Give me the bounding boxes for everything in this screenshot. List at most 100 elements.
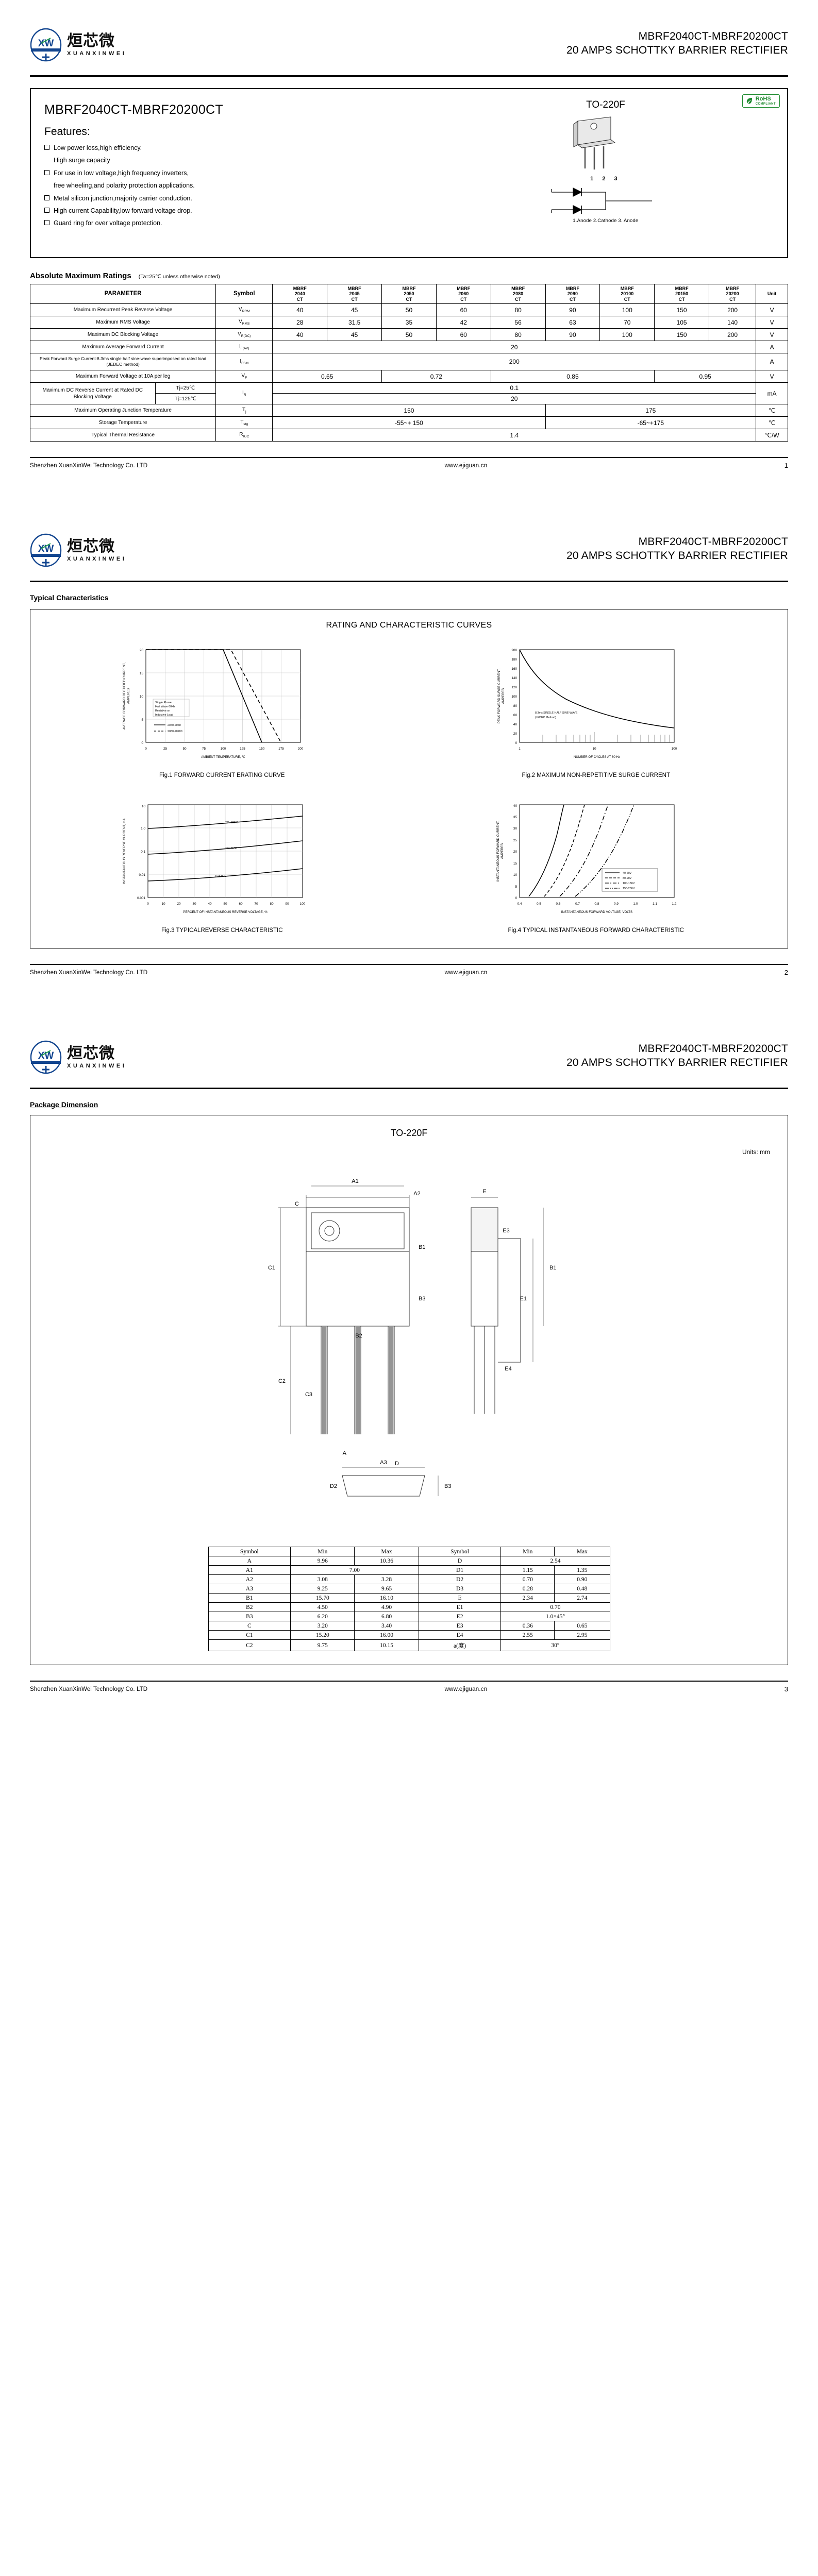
- svg-text:INSTANTANEOUS FORWARD VOLTAGE,: INSTANTANEOUS FORWARD VOLTAGE, VOLTS: [561, 910, 632, 914]
- svg-text:125: 125: [240, 747, 245, 751]
- header-part-range: MBRF2040CT-MBRF20200CT: [638, 1043, 788, 1055]
- svg-text:TC=125℃: TC=125℃: [225, 821, 238, 824]
- svg-text:30: 30: [192, 902, 196, 906]
- svg-text:80-90V: 80-90V: [623, 877, 632, 880]
- svg-text:0.1: 0.1: [141, 850, 145, 854]
- svg-text:AMPERES: AMPERES: [127, 688, 130, 704]
- svg-text:100: 100: [512, 695, 517, 699]
- svg-text:B3: B3: [419, 1296, 425, 1302]
- curves-panel: RATING AND CHARACTERISTIC CURVES: [30, 609, 788, 949]
- company-logo: XW 烜芯微 XUANXINWEI: [30, 1040, 126, 1074]
- xw-logo-icon: XW: [30, 28, 62, 62]
- units-label: Units: mm: [742, 1148, 770, 1156]
- footer-company: Shenzhen XuanXinWei Technology Co. LTD: [30, 462, 148, 469]
- table-row: A2 3.08 3.28 D2 0.70 0.90: [208, 1574, 610, 1585]
- col-device-1: MBRF 2045 CT: [327, 283, 382, 304]
- svg-text:AMPERES: AMPERES: [502, 688, 505, 704]
- svg-text:(JEDEC Method): (JEDEC Method): [535, 716, 556, 719]
- col-unit: Unit: [756, 283, 788, 304]
- schematic-symbol: [429, 187, 782, 215]
- chart-fig3: 0 10 20 30 40 50 60 70 80 90 100 0.001 0.01 0.1 1…: [44, 793, 400, 935]
- svg-text:C1: C1: [268, 1265, 275, 1271]
- package-name-label: TO-220F: [390, 1128, 428, 1139]
- svg-text:5: 5: [515, 885, 517, 889]
- svg-text:A3: A3: [380, 1460, 387, 1466]
- svg-text:0: 0: [141, 741, 143, 745]
- svg-text:10: 10: [161, 902, 165, 906]
- rohs-label: RoHS: [755, 96, 771, 102]
- svg-text:1.0: 1.0: [141, 827, 145, 831]
- list-item: For use in low voltage,high frequency in…: [44, 168, 415, 178]
- svg-text:1.2: 1.2: [672, 902, 677, 906]
- svg-text:60: 60: [513, 714, 517, 717]
- svg-text:A: A: [342, 1450, 346, 1456]
- footer-website[interactable]: www.ejiguan.cn: [444, 969, 488, 976]
- svg-text:100: 100: [672, 747, 677, 751]
- table-row: Maximum Average Forward Current IF(AV) 2…: [29, 341, 788, 354]
- table-row: A3 9.25 9.65 D3 0.28 0.48: [208, 1584, 610, 1594]
- checkbox-placeholder-icon: [44, 157, 49, 162]
- page-header: XW 烜芯微 XUANXINWEI MBRF2040CT-MBRF20200CT…: [30, 16, 788, 72]
- footer-website[interactable]: www.ejiguan.cn: [444, 462, 488, 469]
- table-row: C 3.20 3.40 E3 0.36 0.65: [208, 1621, 610, 1631]
- svg-text:0.4: 0.4: [517, 902, 522, 906]
- svg-text:TC=75℃: TC=75℃: [225, 847, 237, 850]
- company-logo: XW 烜芯微 XUANXINWEI: [30, 533, 126, 567]
- col-device-2: MBRF 2050 CT: [381, 283, 437, 304]
- svg-text:XW: XW: [38, 1050, 54, 1061]
- page-footer: Shenzhen XuanXinWei Technology Co. LTD w…: [30, 457, 788, 469]
- package-dimension-panel: TO-220F Units: mm: [30, 1115, 788, 1666]
- absolute-maximum-ratings-table: PARAMETER Symbol MBRF 2040 CT MBRF 2045 CT M…: [29, 283, 788, 442]
- svg-text:35: 35: [513, 816, 517, 819]
- col-min-left: Min: [290, 1547, 355, 1557]
- col-symbol-left: Symbol: [208, 1547, 291, 1557]
- svg-text:INSTANTANEOUS FORWARD CURRENT,: INSTANTANEOUS FORWARD CURRENT,: [496, 820, 500, 881]
- svg-text:100-150V: 100-150V: [623, 882, 635, 885]
- checkbox-icon: [44, 195, 49, 200]
- amr-note: (Ta=25℃ unless otherwise noted): [138, 274, 220, 280]
- header-divider: [30, 1088, 788, 1090]
- chart-fig2: 1 10 100 0 20 40 60 80 100 120 140 160 180 200 NU…: [418, 638, 775, 780]
- col-device-4: MBRF 2080 CT: [490, 283, 546, 304]
- header-divider: [30, 75, 788, 77]
- col-device-3: MBRF 2060 CT: [436, 283, 491, 304]
- svg-text:60: 60: [239, 902, 243, 906]
- svg-text:10: 10: [142, 805, 146, 808]
- features-heading: Features:: [44, 126, 90, 138]
- table-row: Maximum DC Blocking Voltage VR(DC) 40 45…: [29, 328, 788, 342]
- symbol-cell: VR(DC): [215, 328, 273, 342]
- page-header: XW 烜芯微 XUANXINWEI MBRF2040CT-MBRF20200CT…: [30, 522, 788, 578]
- table-header-row: Symbol Min Max Symbol Min Max: [208, 1547, 610, 1557]
- table-row: Peak Forward Surge Current:8.3ms single …: [29, 353, 788, 371]
- table-header-row: PARAMETER Symbol MBRF 2040 CT MBRF 2045 CT M…: [29, 283, 788, 304]
- symbol-cell: IFSM: [215, 353, 273, 371]
- header-part-range: MBRF2040CT-MBRF20200CT: [638, 30, 788, 42]
- fig4-caption: Fig.4 TYPICAL INSTANTANEOUS FORWARD CHAR…: [508, 927, 684, 934]
- header-subtitle: 20 AMPS SCHOTTKY BARRIER RECTIFIER: [566, 1057, 788, 1069]
- table-row: Maximum Forward Voltage at 10A per leg V…: [29, 370, 788, 383]
- svg-text:10: 10: [593, 747, 597, 751]
- svg-text:0: 0: [515, 741, 517, 745]
- svg-text:25: 25: [163, 747, 168, 751]
- condition-cell: Tj=125℃: [155, 393, 216, 405]
- pin-numbers: 1 2 3: [590, 176, 621, 182]
- svg-text:0.01: 0.01: [139, 873, 145, 877]
- symbol-cell: Tstg: [215, 416, 273, 430]
- svg-text:80: 80: [513, 704, 517, 708]
- svg-text:20: 20: [140, 649, 144, 652]
- col-symbol-right: Symbol: [418, 1547, 502, 1557]
- checkbox-icon: [44, 170, 49, 175]
- col-device-8: MBRF 20200 CT: [709, 283, 757, 304]
- svg-text:150-200V: 150-200V: [623, 887, 635, 890]
- page-3: XW 烜芯微 XUANXINWEI MBRF2040CT-MBRF20200CT…: [0, 1012, 818, 1693]
- table-row: Maximum DC Reverse Current at Rated DC B…: [30, 382, 788, 405]
- svg-text:40-60V: 40-60V: [623, 872, 632, 875]
- table-row: Maximum Operating Junction Temperature T…: [29, 404, 788, 417]
- svg-text:5: 5: [141, 718, 143, 722]
- svg-text:200: 200: [297, 747, 303, 751]
- page-1: XW 烜芯微 XUANXINWEI MBRF2040CT-MBRF20200CT…: [0, 0, 818, 469]
- footer-website[interactable]: www.ejiguan.cn: [444, 1686, 488, 1692]
- fig1-caption: Fig.1 FORWARD CURRENT ERATING CURVE: [159, 772, 285, 779]
- svg-text:0: 0: [147, 902, 149, 906]
- svg-text:A1: A1: [352, 1178, 358, 1184]
